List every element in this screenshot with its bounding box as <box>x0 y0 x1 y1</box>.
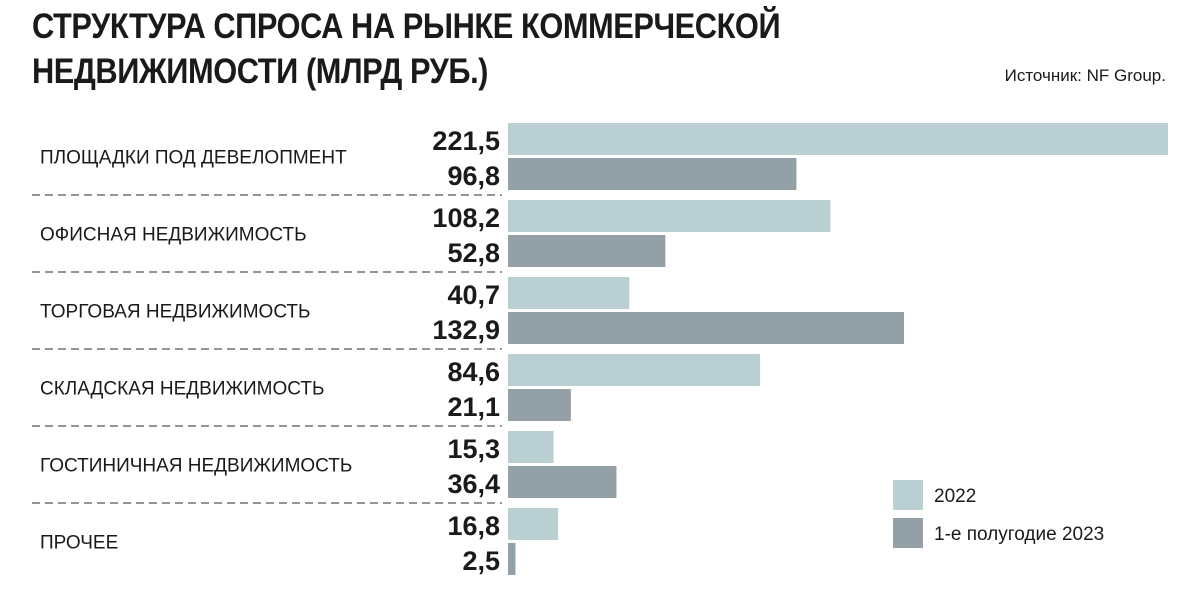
chart-title: СТРУКТУРА СПРОСА НА РЫНКЕ КОММЕРЧЕСКОЙ Н… <box>32 7 781 91</box>
value-label: 84,6 <box>447 357 500 387</box>
value-label: 52,8 <box>447 238 500 268</box>
bar-2023h1 <box>508 235 666 267</box>
chart-source: Источник: NF Group. <box>1004 66 1166 85</box>
legend-label: 1-е полугодие 2023 <box>934 524 1104 545</box>
bar-2023h1 <box>508 543 516 575</box>
value-label: 132,9 <box>432 315 500 345</box>
value-label: 2,5 <box>462 546 500 576</box>
bar-2023h1 <box>508 466 617 498</box>
legend-swatch <box>893 518 923 548</box>
bar-2022 <box>508 277 630 309</box>
category-label: ПРОЧЕЕ <box>40 533 118 554</box>
value-label: 40,7 <box>447 280 500 310</box>
bar-2023h1 <box>508 389 571 421</box>
category-label: ОФИСНАЯ НЕДВИЖИМОСТЬ <box>40 225 307 246</box>
legend-label: 2022 <box>934 486 976 507</box>
value-label: 221,5 <box>432 126 500 156</box>
category-label: ПЛОЩАДКИ ПОД ДЕВЕЛОПМЕНТ <box>40 148 347 169</box>
value-label: 21,1 <box>447 392 500 422</box>
value-label: 96,8 <box>447 161 500 191</box>
bar-2022 <box>508 123 1168 155</box>
bar-2022 <box>508 431 554 463</box>
value-label: 108,2 <box>432 203 500 233</box>
value-label: 36,4 <box>447 469 500 499</box>
value-label: 16,8 <box>447 511 500 541</box>
bar-2023h1 <box>508 158 797 190</box>
category-label: ТОРГОВАЯ НЕДВИЖИМОСТЬ <box>40 302 310 323</box>
bar-2022 <box>508 508 559 540</box>
legend-swatch <box>893 480 923 510</box>
bar-2022 <box>508 354 761 386</box>
value-label: 15,3 <box>447 434 500 464</box>
bar-2023h1 <box>508 312 904 344</box>
category-label: ГОСТИНИЧНАЯ НЕДВИЖИМОСТЬ <box>40 456 352 477</box>
category-label: СКЛАДСКАЯ НЕДВИЖИМОСТЬ <box>40 379 324 400</box>
bar-2022 <box>508 200 831 232</box>
